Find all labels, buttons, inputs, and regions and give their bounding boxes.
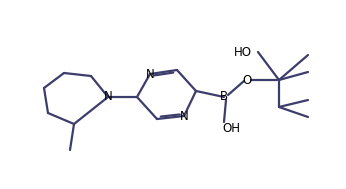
Text: OH: OH [222,122,240,136]
Text: HO: HO [234,46,252,59]
Text: B: B [220,91,228,104]
Text: N: N [146,67,154,81]
Text: O: O [243,74,252,87]
Text: N: N [103,91,112,104]
Text: N: N [180,109,188,122]
